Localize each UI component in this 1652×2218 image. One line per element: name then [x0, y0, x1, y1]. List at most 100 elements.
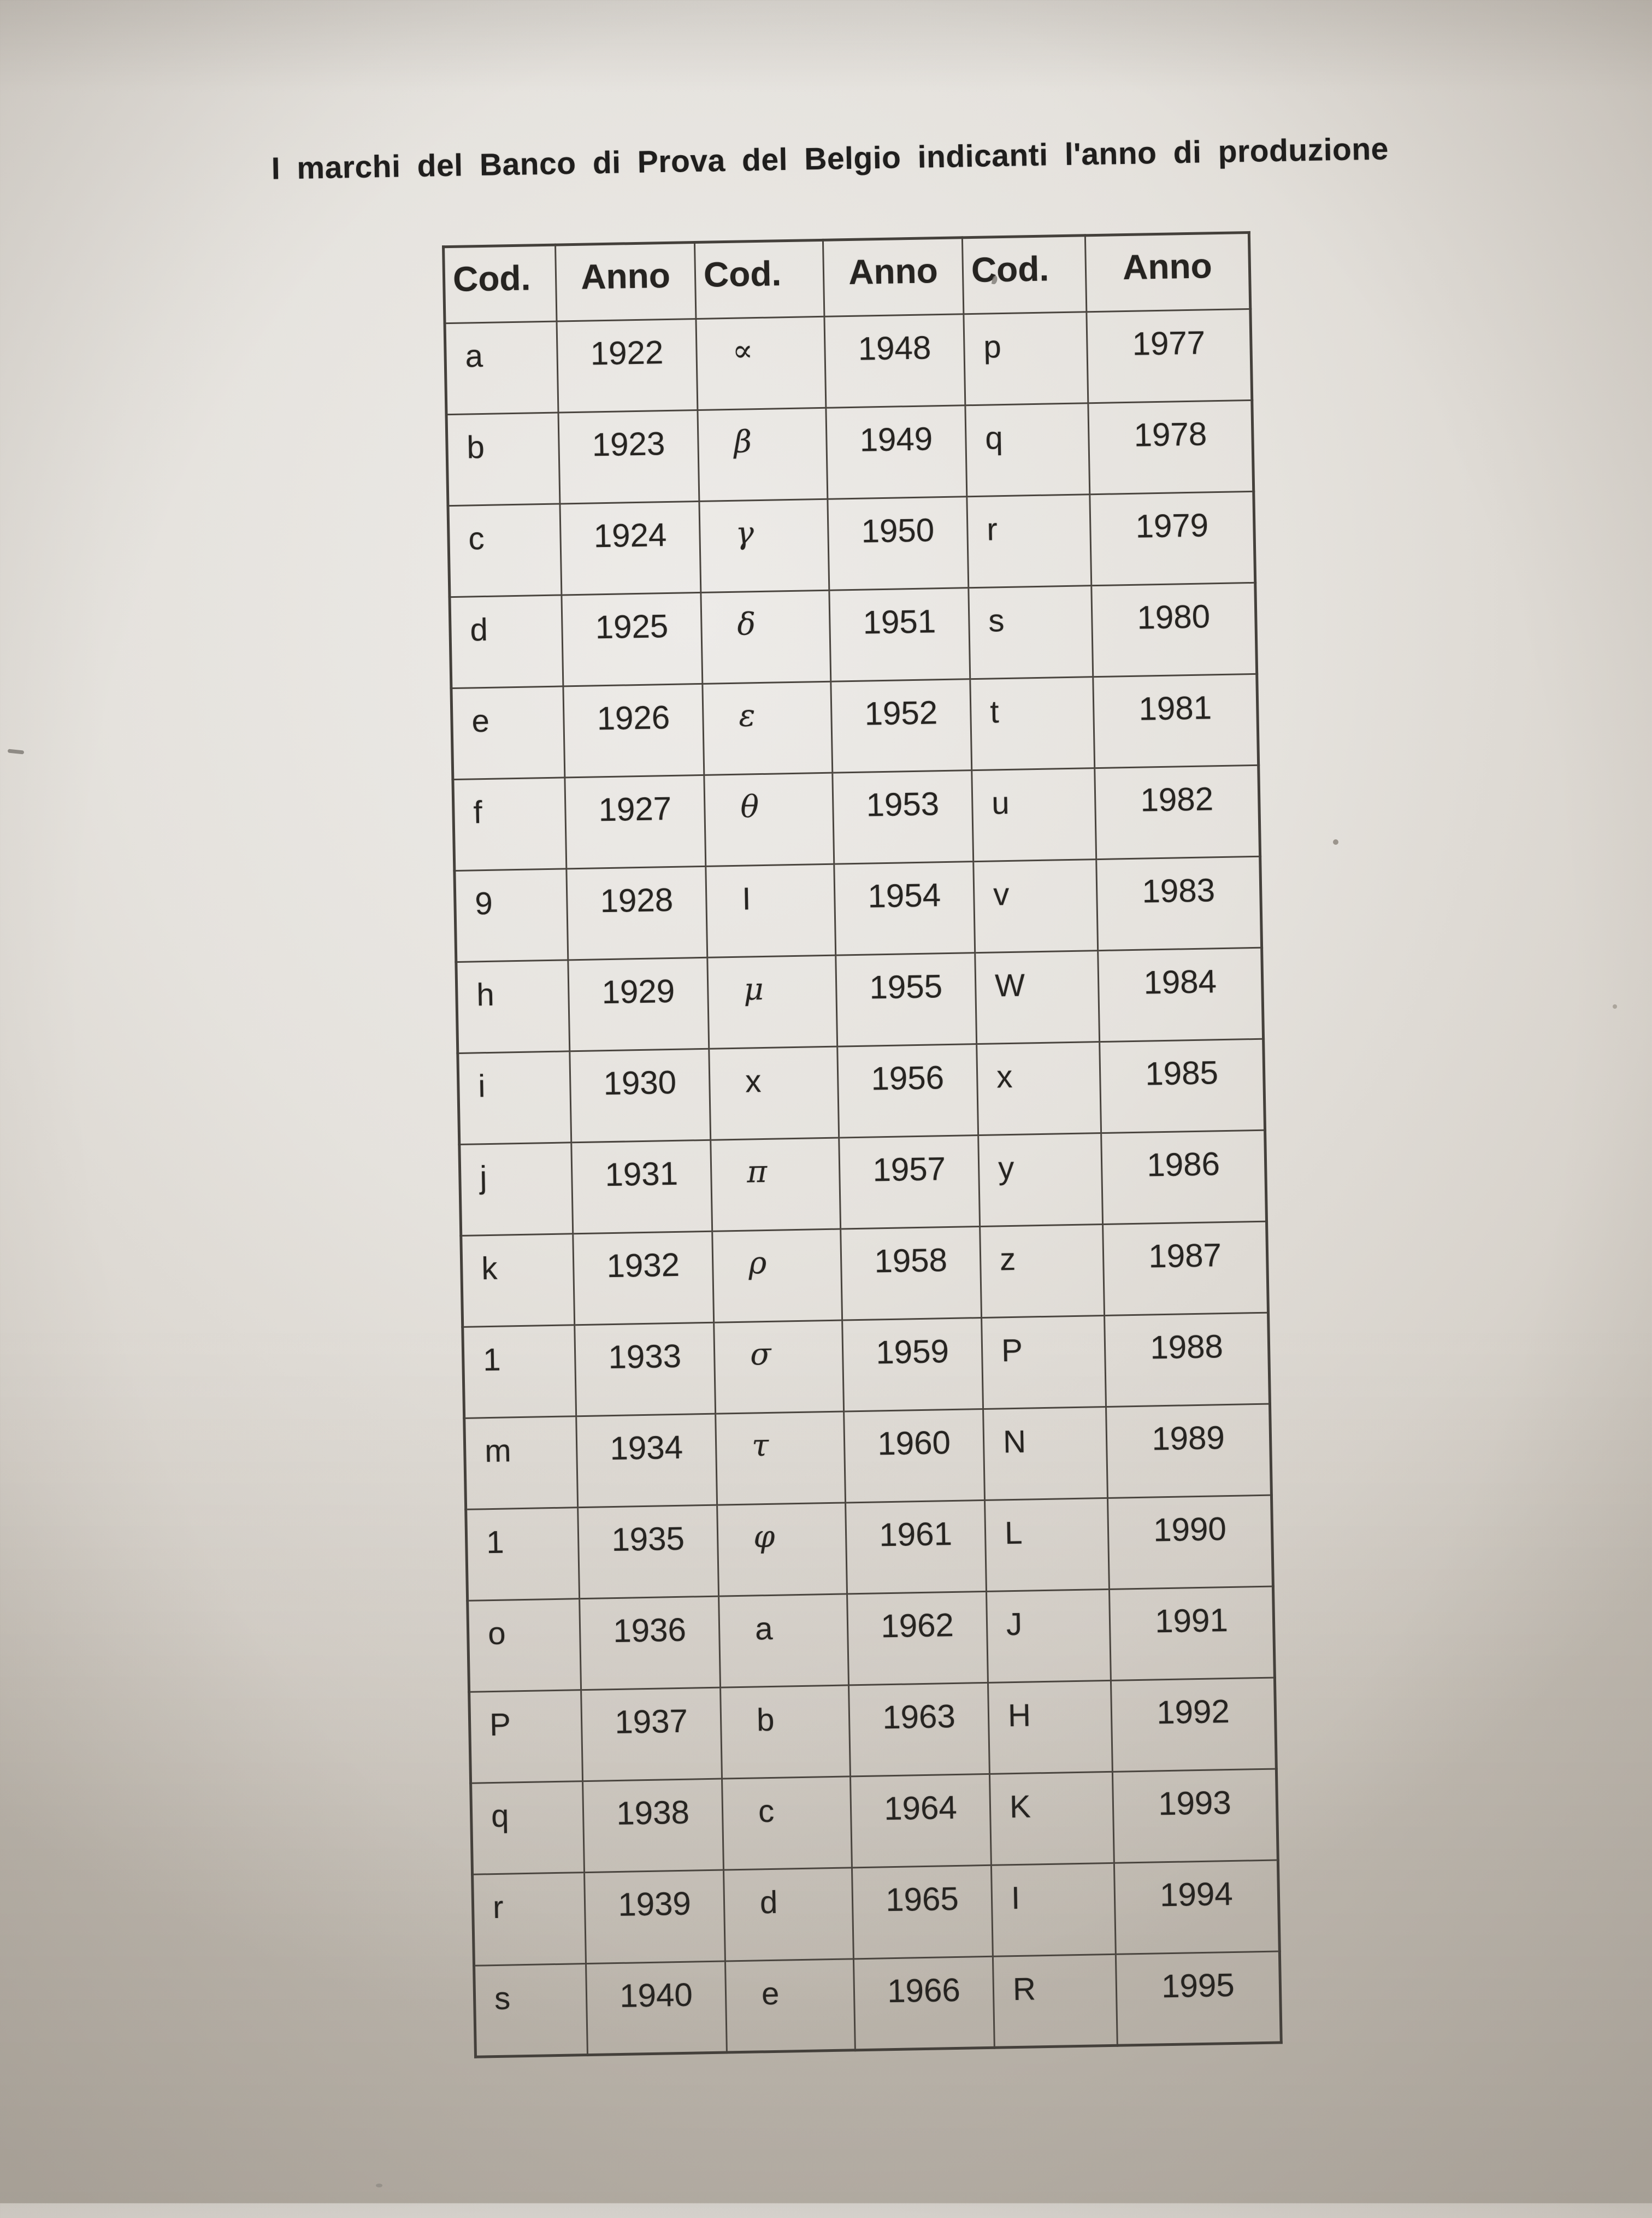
year-cell: 1965 [852, 1865, 993, 1959]
year-cell: 1992 [1111, 1678, 1277, 1772]
year-cell: 1933 [574, 1322, 716, 1416]
code-cell: v [973, 859, 1098, 953]
year-cell: 1939 [584, 1870, 725, 1964]
paper-speck [376, 2184, 382, 2187]
table-row: P 1937 b 1963 H 1992 [469, 1678, 1277, 1784]
code-cell: c [722, 1776, 852, 1870]
year-cell: 1982 [1094, 765, 1260, 860]
code-cell: ε [702, 681, 833, 775]
table-row: q 1938 c 1964 K 1993 [470, 1769, 1278, 1875]
year-cell: 1977 [1086, 309, 1252, 403]
year-cell: 1957 [839, 1135, 980, 1229]
year-cell: 1966 [853, 1956, 995, 2050]
code-cell: b [446, 413, 560, 506]
table-row: r 1939 d 1965 I 1994 [472, 1860, 1280, 1966]
col-header-cod: Cod. [962, 235, 1087, 314]
code-cell: e [451, 686, 565, 780]
year-cell: 1952 [830, 679, 972, 773]
code-cell: θ [704, 773, 834, 867]
year-cell: 1959 [842, 1317, 983, 1412]
table-row: h 1929 μ 1955 W 1984 [456, 948, 1264, 1054]
code-cell: r [966, 494, 1092, 588]
year-cell: 1995 [1116, 1951, 1282, 2046]
year-cell: 1949 [825, 405, 967, 499]
table-row: 1 1935 φ 1961 L 1990 [465, 1495, 1273, 1601]
year-cell: 1953 [832, 770, 974, 864]
year-cell: 1935 [577, 1505, 719, 1599]
year-cell: 1924 [559, 501, 701, 595]
table-row: m 1934 τ 1960 N 1989 [464, 1404, 1272, 1510]
code-cell: W [975, 950, 1100, 1044]
year-cell: 1938 [582, 1779, 724, 1873]
year-cell: 1981 [1093, 674, 1259, 768]
code-cell: N [983, 1407, 1108, 1501]
code-cell: h [456, 960, 570, 1054]
table-row: o 1936 a 1962 J 1991 [467, 1586, 1275, 1692]
code-cell: 1 [462, 1325, 576, 1419]
code-cell: u [971, 768, 1096, 862]
code-cell: f [452, 777, 567, 871]
table-row: c 1924 γ 1950 r 1979 [447, 491, 1255, 597]
year-cell: 1930 [569, 1049, 711, 1143]
code-cell: 9 [454, 868, 568, 962]
code-cell: τ [715, 1411, 846, 1505]
year-cell: 1990 [1107, 1495, 1273, 1590]
table-row: k 1932 ρ 1958 z 1987 [461, 1221, 1268, 1327]
page-title: I marchi del Banco di Prova del Belgio i… [271, 131, 1389, 186]
year-cell: 1985 [1099, 1039, 1265, 1133]
year-cell: 1927 [564, 775, 706, 869]
code-cell: γ [699, 499, 829, 593]
code-cell: q [470, 1781, 585, 1875]
year-cell: 1962 [847, 1591, 988, 1685]
year-cell: 1958 [840, 1226, 982, 1321]
year-cell: 1926 [563, 684, 704, 778]
code-cell: y [978, 1133, 1103, 1227]
year-cell: 1929 [568, 957, 709, 1051]
code-cell: P [981, 1315, 1106, 1409]
year-cell: 1984 [1098, 948, 1264, 1042]
year-cell: 1951 [829, 587, 970, 682]
code-cell: d [449, 595, 563, 689]
year-cell: 1989 [1106, 1404, 1272, 1498]
table-row: b 1923 β 1949 q 1978 [446, 400, 1254, 506]
code-cell: o [467, 1598, 581, 1692]
col-header-cod: Cod. [443, 245, 557, 323]
code-cell: φ [717, 1502, 847, 1597]
year-cell: 1988 [1104, 1313, 1270, 1407]
year-cell: 1987 [1102, 1221, 1268, 1316]
year-cell: 1925 [561, 592, 703, 686]
year-cell: 1956 [837, 1044, 978, 1138]
code-cell: x [709, 1046, 839, 1140]
code-cell: c [447, 503, 562, 597]
year-cell: 1986 [1101, 1130, 1267, 1225]
code-cell: P [469, 1690, 583, 1784]
code-cell: I [991, 1863, 1116, 1957]
year-cell: 1934 [576, 1414, 717, 1508]
table-row: j 1931 π 1957 y 1986 [459, 1130, 1267, 1236]
code-cell: 1 [465, 1507, 580, 1601]
paper-speck [1333, 839, 1338, 845]
table-row: i 1930 x 1956 x 1985 [457, 1039, 1265, 1145]
table-row: 1 1933 σ 1959 P 1988 [462, 1313, 1270, 1419]
year-cell: 1963 [848, 1682, 990, 1776]
table-row: 9 1928 I 1954 v 1983 [454, 856, 1262, 962]
year-cell: 1923 [558, 410, 699, 504]
code-cell: J [986, 1589, 1111, 1683]
year-cell: 1948 [824, 314, 965, 408]
code-cell: ρ [712, 1229, 842, 1323]
code-cell: a [445, 321, 558, 415]
table-row: d 1925 δ 1951 s 1980 [449, 583, 1257, 689]
code-cell: I [705, 864, 836, 958]
table-row: s 1940 e 1966 R 1995 [474, 1951, 1282, 2057]
year-cell: 1950 [827, 496, 969, 591]
year-cell: 1994 [1114, 1860, 1280, 1955]
code-cell: b [720, 1685, 851, 1779]
year-cell: 1978 [1088, 400, 1254, 495]
code-cell: e [725, 1958, 856, 2053]
year-cell: 1922 [557, 319, 698, 413]
year-cell: 1979 [1089, 491, 1255, 586]
code-cell: p [963, 311, 1088, 405]
code-cell: ∝ [695, 316, 826, 410]
